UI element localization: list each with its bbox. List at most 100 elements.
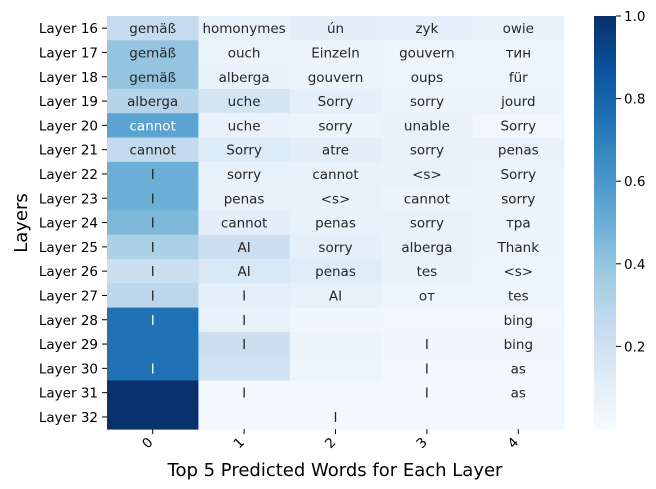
x-tick-label: 4 (505, 435, 522, 452)
cell-word-label: I (151, 191, 155, 207)
heatmap-cell (289, 40, 382, 66)
cell-word-label: uche (228, 118, 261, 134)
y-tick-label: Layer 28 (39, 313, 98, 329)
heatmap-cell (381, 16, 474, 41)
heatmap-cell (381, 380, 474, 406)
cell-word-label: Sorry (500, 118, 536, 134)
cell-word-label: I (151, 313, 155, 329)
heatmap-cell (472, 307, 565, 333)
cell-word-label: alberga (219, 70, 270, 86)
colorbar-tick-label: 1.0 (624, 9, 645, 25)
cell-word-label: AI (329, 288, 342, 304)
heatmap-cell (289, 356, 382, 381)
heatmap-cell (107, 259, 199, 284)
cell-word-label: unable (404, 118, 450, 134)
cell-word-label: as (511, 386, 526, 402)
heatmap-cell (472, 161, 565, 187)
heatmap-cell (198, 331, 291, 357)
cell-word-label: atre (322, 143, 349, 159)
cell-word-label: тин (506, 45, 531, 61)
heatmap-cell (289, 161, 382, 187)
cell-word-label: gouvern (399, 45, 455, 61)
heatmap-cell (472, 380, 565, 406)
cell-word-label: Sorry (226, 143, 262, 159)
cell-word-label: jourd (500, 94, 535, 110)
heatmap-cell (107, 88, 199, 114)
heatmap-cell (198, 234, 291, 260)
heatmap-cell (289, 210, 382, 236)
heatmap-cell (289, 380, 382, 406)
heatmap-cell (289, 88, 382, 114)
heatmap-cell (289, 331, 382, 357)
cell-word-label: I (242, 313, 246, 329)
cell-word-label: Einzeln (311, 45, 360, 61)
heatmap-cell (289, 404, 382, 430)
cell-word-label: cannot (404, 191, 450, 207)
heatmap-cell (107, 234, 199, 260)
cell-word-label: I (425, 386, 429, 402)
cell-word-label: I (334, 410, 338, 426)
cell-word-label: zyk (415, 21, 438, 37)
colorbar-tick-label: 0.4 (624, 257, 645, 273)
heatmap-cell (289, 259, 382, 284)
y-tick-label: Layer 26 (39, 264, 98, 280)
heatmap-cell (289, 137, 382, 163)
cell-word-label: cannot (130, 143, 176, 159)
x-axis-label: Top 5 Predicted Words for Each Layer (167, 460, 504, 481)
cell-word-label: от (419, 288, 435, 304)
cell-word-label: penas (498, 143, 539, 159)
cell-word-label: <s> (412, 167, 442, 183)
heatmap-cell (198, 404, 291, 430)
cell-word-label: I (151, 167, 155, 183)
cell-word-label: I (425, 337, 429, 353)
heatmap-cell (107, 64, 199, 90)
y-tick-label: Layer 24 (39, 216, 98, 232)
cell-word-label: AI (237, 240, 250, 256)
colorbar-tick-label: 0.2 (624, 339, 645, 355)
heatmap-cell (289, 64, 382, 90)
cell-word-label: oups (411, 70, 443, 86)
x-tick-label: 2 (322, 435, 339, 452)
y-tick-label: Layer 29 (39, 337, 98, 353)
heatmap-cell (472, 404, 565, 430)
heatmap-cell (381, 259, 474, 284)
y-axis-label: Layers (11, 193, 32, 253)
cell-word-label: I (242, 386, 246, 402)
cell-word-label: tes (508, 288, 529, 304)
heatmap-cell (472, 113, 565, 138)
heatmap-cell (198, 307, 291, 333)
heatmap-cell (381, 307, 474, 333)
heatmap-cell (472, 210, 565, 236)
cell-word-label: uche (228, 94, 261, 110)
cell-word-label: alberga (401, 240, 452, 256)
y-tick-label: Layer 27 (39, 288, 98, 304)
cell-word-label: sorry (410, 143, 444, 159)
heatmap-cell (107, 186, 199, 211)
heatmap-cell (472, 259, 565, 284)
cell-word-label: bing (504, 313, 533, 329)
heatmap-cell (198, 88, 291, 114)
heatmap-cell (198, 186, 291, 211)
cell-word-label: sorry (318, 118, 352, 134)
cell-word-label: gouvern (308, 70, 364, 86)
cell-word-label: I (242, 288, 246, 304)
y-tick-label: Layer 16 (39, 21, 98, 37)
x-tick-label: 1 (231, 435, 248, 452)
heatmap-cell (107, 283, 199, 309)
heatmap-cell (107, 380, 199, 406)
heatmap-cell (198, 283, 291, 309)
cell-word-label: tes (417, 264, 438, 280)
cell-word-label: as (511, 361, 526, 377)
heatmap-cell (198, 16, 291, 41)
heatmap-cell (472, 186, 565, 211)
y-tick-label: Layer 20 (39, 118, 98, 134)
cell-word-label: I (242, 337, 246, 353)
heatmap-cell (107, 16, 199, 41)
cell-word-label: penas (315, 264, 356, 280)
heatmap-cell (381, 356, 474, 381)
heatmap-cell (289, 186, 382, 211)
y-tick-label: Layer 18 (39, 70, 98, 86)
colorbar (594, 16, 616, 429)
cell-word-label: <s> (321, 191, 351, 207)
heatmap-cell (381, 404, 474, 430)
